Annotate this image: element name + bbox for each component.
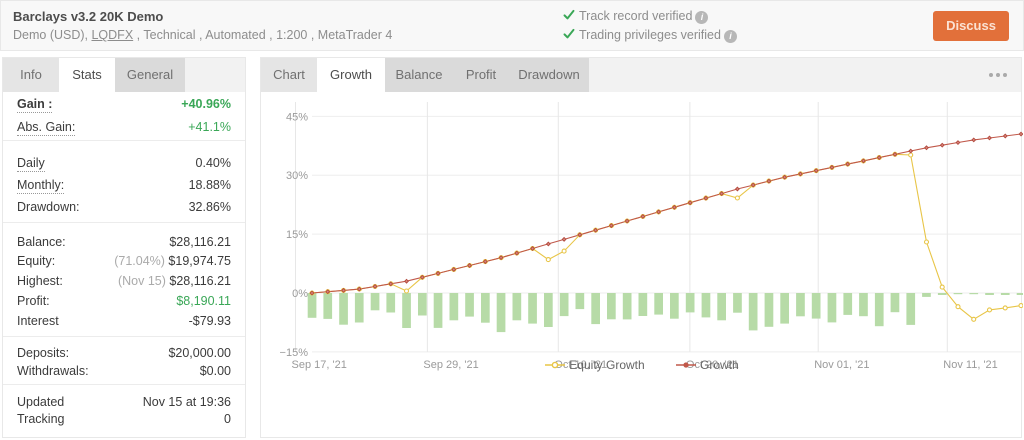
svg-text:30%: 30% <box>286 170 308 182</box>
svg-text:0%: 0% <box>292 288 308 300</box>
svg-text:45%: 45% <box>286 111 308 123</box>
svg-text:15%: 15% <box>286 229 308 241</box>
